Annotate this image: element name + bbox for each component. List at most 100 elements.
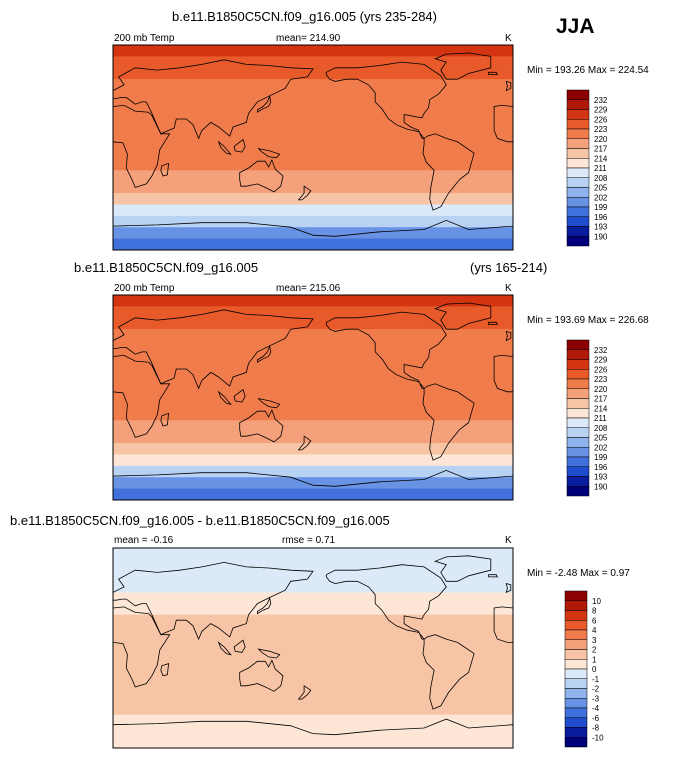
season-label: JJA <box>556 15 595 38</box>
coastline <box>233 138 246 153</box>
colorbar-box <box>564 600 588 611</box>
colorbar-tick-label: -10 <box>592 733 604 742</box>
coastline <box>505 80 512 92</box>
colorbar-box <box>566 486 590 497</box>
colorbar-box <box>566 359 590 370</box>
colorbar-box <box>564 668 588 679</box>
panel-1-title: b.e11.B1850C5CN.f09_g16.005 (yrs 235-284… <box>172 9 437 24</box>
coastline <box>239 158 284 193</box>
coastline <box>422 634 475 710</box>
panel-3-title: b.e11.B1850C5CN.f09_g16.005 - b.e11.B185… <box>10 513 390 528</box>
field-band <box>113 397 513 410</box>
colorbar-tick-label: 229 <box>594 106 608 115</box>
field-band <box>113 443 513 456</box>
field-band <box>113 386 513 399</box>
colorbar-tick-label: 211 <box>594 414 607 423</box>
coastline <box>160 663 170 677</box>
panel-2-mean-label: mean= 215.06 <box>276 283 341 294</box>
coastline <box>160 412 170 427</box>
panel-3-field <box>113 548 513 748</box>
field-band <box>113 625 513 638</box>
panel-1-units-label: K <box>505 33 512 44</box>
field-band <box>113 204 513 217</box>
colorbar-box <box>564 737 588 748</box>
coastline <box>256 344 272 363</box>
field-band <box>113 113 513 126</box>
colorbar-tick-label: 223 <box>594 375 608 384</box>
colorbar-box <box>566 206 590 217</box>
colorbar-tick-label: 211 <box>594 164 607 173</box>
colorbar-tick-label: 3 <box>592 636 597 645</box>
colorbar-box <box>566 167 590 178</box>
colorbar-box <box>564 688 588 699</box>
colorbar-tick-label: 229 <box>594 356 608 365</box>
coastline <box>433 555 492 582</box>
colorbar-tick-label: 6 <box>592 616 597 625</box>
colorbar-box <box>566 349 590 360</box>
field-band <box>113 570 513 582</box>
colorbar-tick-label: 0 <box>592 665 597 674</box>
field-band <box>113 351 513 364</box>
field-band <box>113 79 513 92</box>
field-band <box>113 681 513 694</box>
colorbar-tick-label: 193 <box>594 473 608 482</box>
coastline <box>505 330 512 342</box>
panel-3-mean-label: mean = -0.16 <box>114 535 174 546</box>
colorbar-box <box>566 447 590 458</box>
colorbar-box <box>566 456 590 467</box>
field-band <box>113 193 513 206</box>
coastline <box>113 219 513 250</box>
coastline <box>217 641 232 656</box>
coastline <box>113 561 314 641</box>
coastline <box>434 52 492 80</box>
coastline <box>217 390 232 405</box>
colorbar-tick-label: 202 <box>594 193 608 202</box>
panel-1-frame <box>112 44 514 251</box>
panel-1-mean-label: mean= 214.90 <box>276 33 341 44</box>
colorbar-box <box>564 629 588 640</box>
panel-3-units-label: K <box>505 535 512 546</box>
colorbar-tick-label: 223 <box>594 125 608 134</box>
panel-1-variable-label: 200 mb Temp <box>114 33 175 44</box>
colorbar-tick-label: 232 <box>594 96 608 105</box>
colorbar-tick-label: 205 <box>594 184 608 193</box>
coastline <box>493 354 513 393</box>
coastline <box>488 574 499 578</box>
colorbar-box <box>566 138 590 149</box>
colorbar-box <box>566 187 590 198</box>
colorbar-tick-label: 217 <box>594 395 608 404</box>
colorbar-box <box>566 427 590 438</box>
coastline <box>233 388 246 403</box>
field-band <box>113 56 513 69</box>
colorbar-box <box>566 119 590 130</box>
colorbar-box <box>564 610 588 621</box>
colorbar-tick-label: 208 <box>594 174 608 183</box>
coastline <box>256 94 272 113</box>
colorbar-box <box>566 339 590 350</box>
coastline <box>160 162 170 177</box>
field-band <box>113 648 513 660</box>
colorbar-box <box>564 620 588 631</box>
coastline <box>505 583 512 594</box>
colorbar-tick-label: 199 <box>594 203 608 212</box>
coastline <box>325 311 447 389</box>
coastline <box>257 147 281 159</box>
colorbar-tick-label: 217 <box>594 145 608 154</box>
colorbar-box <box>564 639 588 650</box>
colorbar-tick-label: -3 <box>592 694 600 703</box>
coastline <box>113 718 513 748</box>
field-band <box>113 559 513 571</box>
colorbar-box <box>564 707 588 718</box>
colorbar-box <box>566 378 590 389</box>
coastline <box>217 140 232 155</box>
colorbar-box <box>566 99 590 110</box>
colorbar-box <box>566 369 590 380</box>
coastline <box>297 185 312 201</box>
colorbar-tick-label: -4 <box>592 704 600 713</box>
colorbar-tick-label: 4 <box>592 626 597 635</box>
field-band <box>113 90 513 103</box>
coastline <box>297 685 312 700</box>
colorbar-tick-label: 199 <box>594 453 608 462</box>
panel-3-minmax-label: Min = -2.48 Max = 0.97 <box>527 568 630 579</box>
